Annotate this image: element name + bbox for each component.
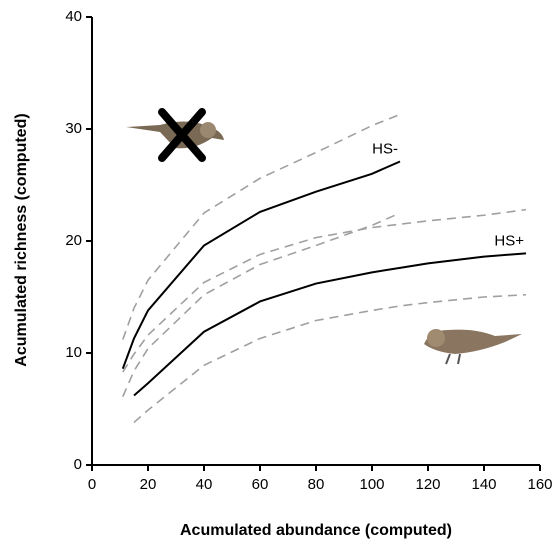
ci-line: [133, 293, 527, 424]
line: [133, 252, 527, 397]
y-tick-label: 40: [65, 8, 82, 25]
ci-line: [122, 113, 401, 340]
y-tick-label: 10: [65, 344, 82, 361]
x-tick-label: 20: [140, 476, 157, 493]
line: [121, 160, 401, 370]
y-tick-label: 20: [65, 232, 82, 249]
x-tick-label: 60: [252, 476, 269, 493]
x-tick-label: 80: [308, 476, 325, 493]
bird: [424, 329, 522, 365]
y-axis-label: Acumulated richness (computed): [13, 113, 30, 366]
ci-line: [122, 208, 527, 373]
x-tick-label: 140: [471, 476, 496, 493]
x-tick-label: 0: [88, 476, 96, 493]
series-label: HS-: [372, 140, 398, 157]
y-tick-label: 0: [74, 456, 82, 473]
y-tick-label: 30: [65, 120, 82, 137]
series-label: HS+: [494, 232, 524, 249]
x-tick-label: 100: [359, 476, 384, 493]
x-tick-label: 120: [415, 476, 440, 493]
x-tick-label: 40: [196, 476, 213, 493]
bird-crossed: [126, 108, 224, 162]
x-tick-label: 160: [527, 476, 552, 493]
x-axis-label: Acumulated abundance (computed): [180, 522, 452, 539]
